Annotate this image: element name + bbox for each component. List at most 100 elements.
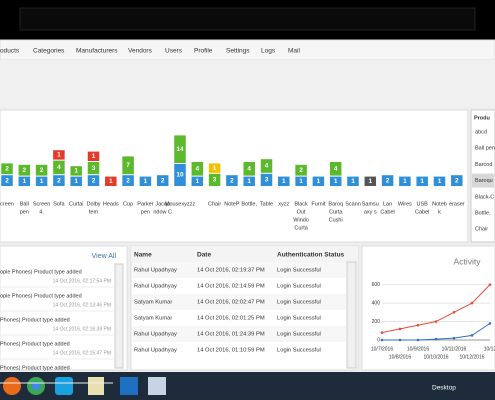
x-tick-label: 10/11/2016 <box>442 346 467 352</box>
list-item[interactable]: Ball pen <box>475 146 495 152</box>
bar-value: 1 <box>317 178 321 185</box>
bar-value: 2 <box>299 167 303 174</box>
bar-segment <box>243 162 255 176</box>
bar-segment <box>105 176 117 186</box>
table-cell: Satyam Kumar <box>134 316 172 322</box>
table-cell: Rahul Upadhyay <box>134 332 177 338</box>
skype-icon[interactable] <box>55 377 73 395</box>
bar-segment <box>1 175 13 186</box>
table-cell: Login Successful <box>277 316 321 322</box>
bar-label: Black <box>294 201 308 207</box>
bar-label: Mousexyzzz <box>165 201 196 207</box>
x-tick-label: 10/9/2016 <box>407 346 429 352</box>
bar-value: 2 <box>57 177 61 184</box>
list-item[interactable]: Barcod <box>475 162 492 168</box>
bar-segment <box>260 173 273 186</box>
bar-label: xyzz <box>278 201 289 207</box>
bar-label: NoteP <box>224 201 240 207</box>
table-cell: 14 Oct 2016, 02:14:59 PM <box>197 284 265 290</box>
nav-item[interactable]: Settings <box>226 48 250 55</box>
y-tick-label: 400 <box>372 300 381 306</box>
bar-label: Cabel <box>380 209 394 215</box>
nav-item[interactable]: Manufacturers <box>76 48 118 55</box>
scrollbar[interactable] <box>114 263 124 369</box>
bar-label: Screen <box>33 201 50 207</box>
activity-point <box>470 334 474 337</box>
bar-segment <box>139 176 152 186</box>
list-item[interactable]: Black-C <box>475 194 494 200</box>
bar-segment <box>399 176 411 186</box>
bar-value: 1 <box>282 178 286 185</box>
bar-label: Noteb <box>432 201 447 207</box>
bar-value: 1 <box>57 152 61 159</box>
bar-value: 2 <box>40 167 44 174</box>
nav-item[interactable]: Mail <box>288 48 300 55</box>
bar-segment <box>174 135 186 163</box>
bar-segment <box>347 176 359 186</box>
bar-segment <box>70 166 82 176</box>
bar-label: Furnit <box>311 201 326 207</box>
row-stripe <box>132 326 346 342</box>
view-all-link[interactable]: View All <box>92 253 117 260</box>
table-cell: 14 Oct 2016, 02:01:25 PM <box>197 316 265 322</box>
bar-value: 1 <box>195 178 199 185</box>
x-tick-label: 10/10/2016 <box>423 354 448 360</box>
bar-label: Sofa <box>53 201 65 207</box>
bar-label: Bottle, <box>241 201 257 207</box>
chrome-icon-center <box>32 382 40 390</box>
bar-value: 1 <box>247 178 251 185</box>
activity-point <box>434 320 438 323</box>
bar-value: 1 <box>403 178 407 185</box>
bar-segment <box>329 162 342 176</box>
bar-value: 10 <box>176 172 184 179</box>
activity-point <box>452 311 456 314</box>
bar-segment <box>53 160 65 175</box>
nav-item[interactable]: Logs <box>261 48 276 55</box>
table-cell: 14 Oct 2016, 02:02:47 PM <box>197 300 265 306</box>
notification-text: Phones) Product type added <box>0 317 70 323</box>
notification-time: 14 Oct 2016, 02:17:54 PM <box>53 278 111 284</box>
notification-time: 14 Oct 2016, 02:13:46 PM <box>53 302 111 308</box>
bar-segment <box>208 163 221 173</box>
activity-point <box>434 337 438 341</box>
activity-point <box>398 327 402 331</box>
bar-value: 2 <box>161 177 165 184</box>
nav-item[interactable]: Profile <box>194 48 213 55</box>
bar-label: Jacqu <box>155 201 170 207</box>
bar-label: pen <box>20 209 29 215</box>
bar-label: Dolby <box>86 201 100 207</box>
bar-segment <box>35 176 48 186</box>
firefox-icon[interactable] <box>3 377 21 395</box>
list-header: Produ <box>474 115 490 121</box>
bar-value: 7 <box>126 162 130 169</box>
taskbar-desktop[interactable]: Desktop <box>432 385 456 392</box>
bar-segment <box>191 176 204 186</box>
window-icon[interactable] <box>148 377 166 395</box>
nav-item[interactable]: Vendors <box>128 48 153 55</box>
bar-segment <box>295 164 307 176</box>
list-item[interactable]: Bottle, <box>475 210 491 216</box>
notepad-icon[interactable] <box>88 377 104 395</box>
bar-label: Chair <box>208 201 221 207</box>
table-cell: Login Successful <box>277 332 321 338</box>
notification-time: 14 Oct 2016, 02:16:39 PM <box>53 326 111 332</box>
header-band <box>0 60 495 108</box>
bar-label: Curta <box>329 209 343 215</box>
bar-segment <box>260 159 273 173</box>
scrollbar[interactable] <box>346 261 357 369</box>
bar-label: Wires <box>398 201 412 207</box>
list-item[interactable]: Baroqu <box>475 178 493 184</box>
table-cell: 14 Oct 2016, 01:10:59 PM <box>197 348 265 354</box>
list-item[interactable]: Chair <box>475 227 488 233</box>
nav-item[interactable]: oducts <box>0 48 20 55</box>
table-cell: 14 Oct 2016, 02:19:37 PM <box>197 268 265 274</box>
check-icon[interactable] <box>120 377 138 395</box>
bar-segment <box>243 176 255 186</box>
list-item[interactable]: abcd <box>475 129 487 135</box>
nav-item[interactable]: Categories <box>33 48 65 55</box>
bar-value: 4 <box>247 166 251 173</box>
nav-item[interactable]: Users <box>165 48 183 55</box>
bar-label: Curta <box>294 225 308 231</box>
bar-label: 4. <box>39 209 44 215</box>
